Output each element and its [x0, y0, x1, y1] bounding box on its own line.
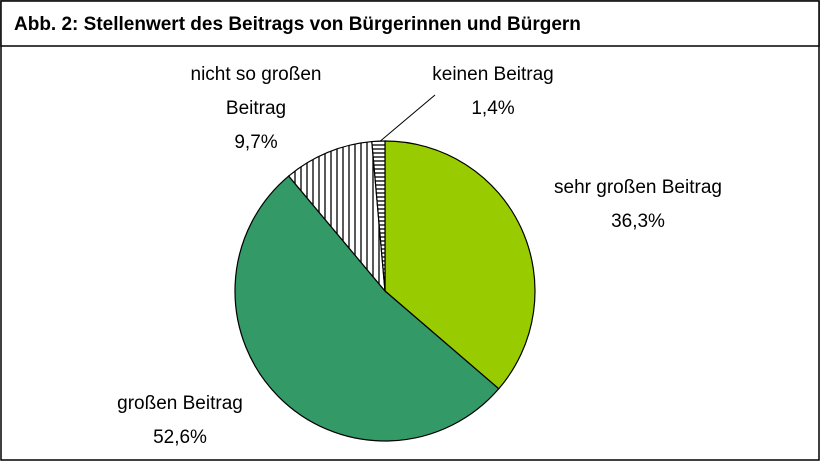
pie-slice — [371, 140, 386, 292]
chart-title: Abb. 2: Stellenwert des Beitrags von Bür… — [14, 14, 581, 35]
category-label: keinen Beitrag — [432, 64, 554, 85]
data-label: sehr großen Beitrag 36,3% — [508, 171, 768, 239]
title-box — [0, 0, 820, 47]
value-label: 1,4% — [471, 98, 515, 119]
data-label: nicht so großen Beitrag 9,7% — [171, 58, 341, 160]
leader-line — [377, 94, 436, 144]
data-label: großen Beitrag 52,6% — [80, 387, 280, 455]
value-label: 36,3% — [611, 211, 665, 232]
category-label: sehr großen Beitrag — [554, 177, 722, 198]
pie-slice — [384, 140, 536, 390]
value-label: 9,7% — [234, 132, 278, 153]
category-label: nicht so großen Beitrag — [190, 64, 322, 119]
data-label: keinen Beitrag 1,4% — [408, 58, 578, 126]
category-label: großen Beitrag — [117, 393, 243, 414]
pie-slice — [234, 175, 500, 442]
value-label: 52,6% — [153, 427, 207, 448]
pie-slice — [287, 140, 386, 293]
